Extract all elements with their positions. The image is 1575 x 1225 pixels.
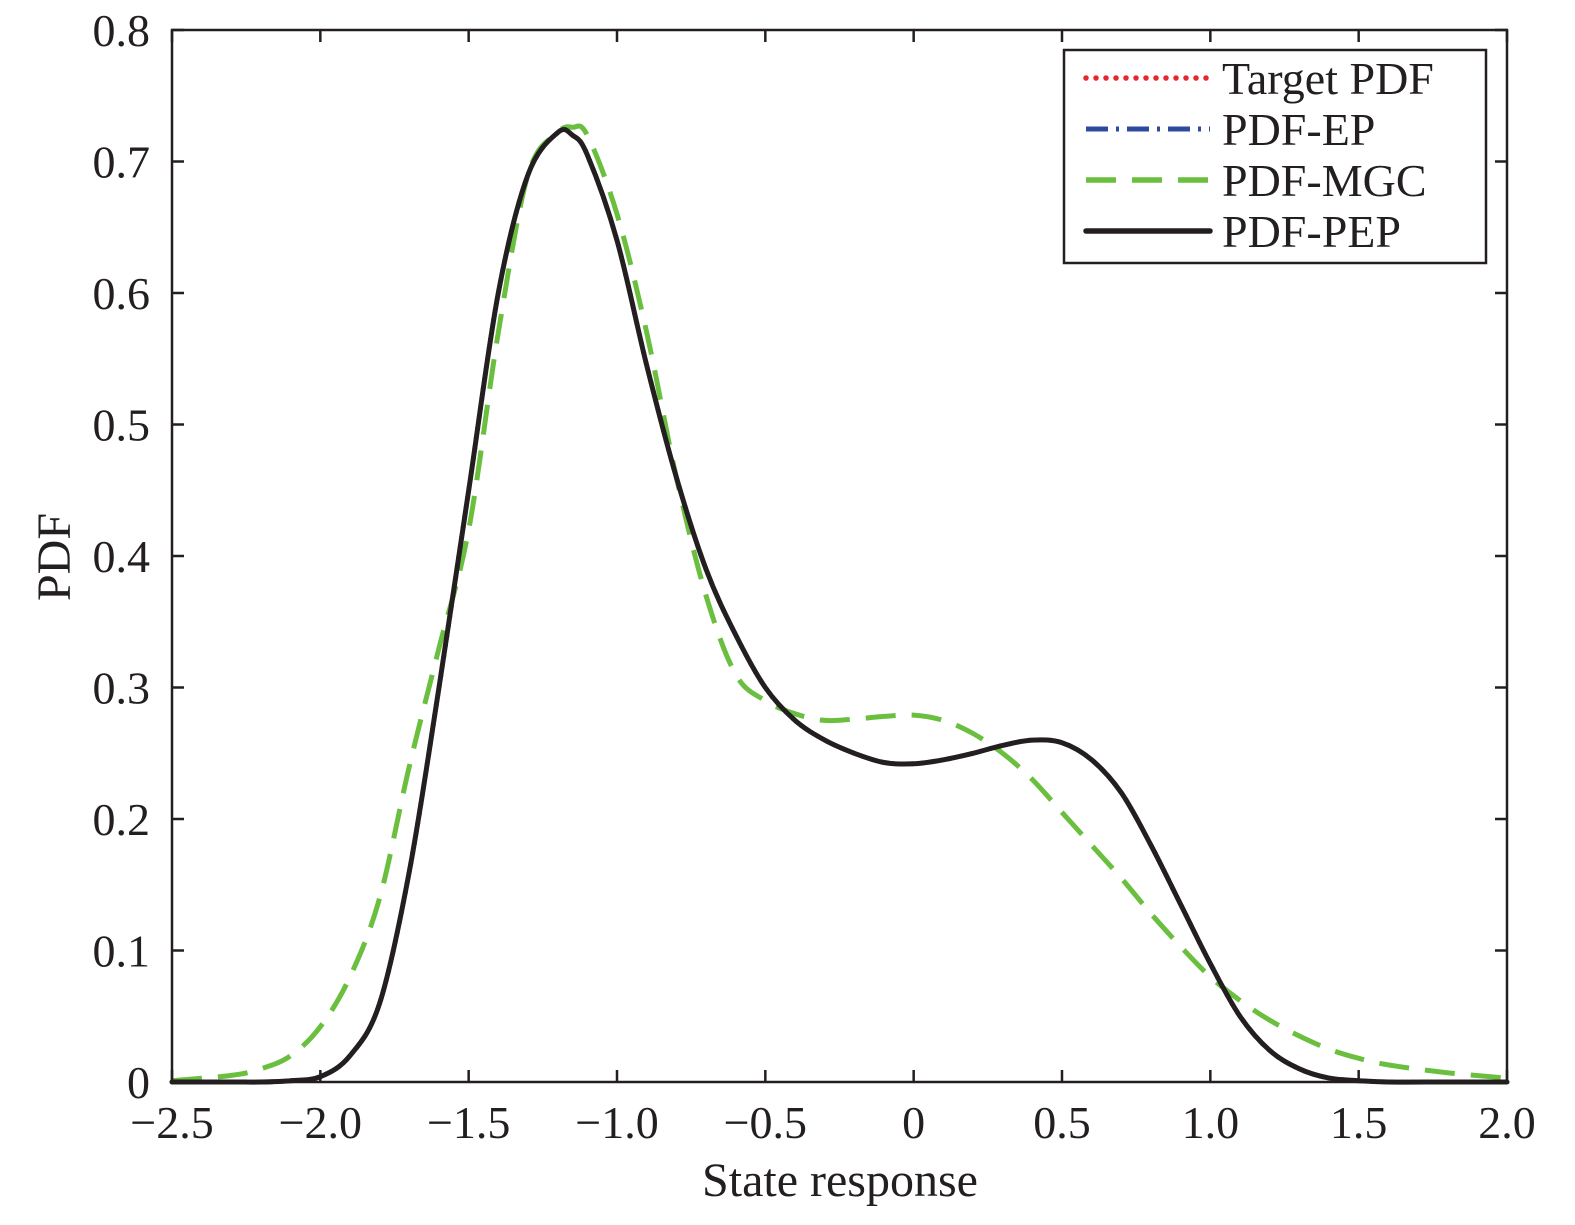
legend-label: PDF-EP xyxy=(1222,104,1375,155)
x-tick-label: 0.5 xyxy=(1033,1097,1091,1148)
x-tick-label: 0 xyxy=(902,1097,925,1148)
x-tick-label: 1.5 xyxy=(1330,1097,1388,1148)
x-tick-label: −2.0 xyxy=(279,1097,362,1148)
y-tick-label: 0 xyxy=(127,1057,150,1108)
legend-label: Target PDF xyxy=(1222,53,1434,104)
axis-layer: −2.5 −2.0 −1.5 −1.0 −0.5 0 0.5 1.0 1.5 2.0 0 0.1 0.2… xyxy=(93,5,1536,1148)
y-tick-label: 0.8 xyxy=(93,5,151,56)
x-tick-label: −0.5 xyxy=(724,1097,807,1148)
legend-box xyxy=(1062,48,1488,265)
y-tick-label: 0.2 xyxy=(93,794,151,845)
series-line-pdf-pep xyxy=(169,127,1510,1085)
y-axis-label: PDF xyxy=(28,513,81,601)
y-tick-label: 0.5 xyxy=(93,400,151,451)
series-line-pdf-mgc xyxy=(171,123,1508,1084)
x-tick-label: −2.5 xyxy=(130,1097,213,1148)
y-tick-label: 0.4 xyxy=(93,531,151,582)
y-tick-label: 0.7 xyxy=(93,137,151,188)
legend-label: PDF-PEP xyxy=(1222,206,1401,257)
y-tick-label: 0.1 xyxy=(93,926,151,977)
x-axis-label: State response xyxy=(702,1154,978,1207)
x-tick-label: 2.0 xyxy=(1478,1097,1536,1148)
legend-label: PDF-MGC xyxy=(1222,155,1427,206)
series-layer xyxy=(169,123,1510,1085)
y-tick-label: 0.6 xyxy=(93,268,151,319)
x-tick-label: −1.5 xyxy=(427,1097,510,1148)
x-tick-label: −1.0 xyxy=(575,1097,658,1148)
x-tick-label: 1.0 xyxy=(1182,1097,1240,1148)
y-tick-label: 0.3 xyxy=(93,663,151,714)
